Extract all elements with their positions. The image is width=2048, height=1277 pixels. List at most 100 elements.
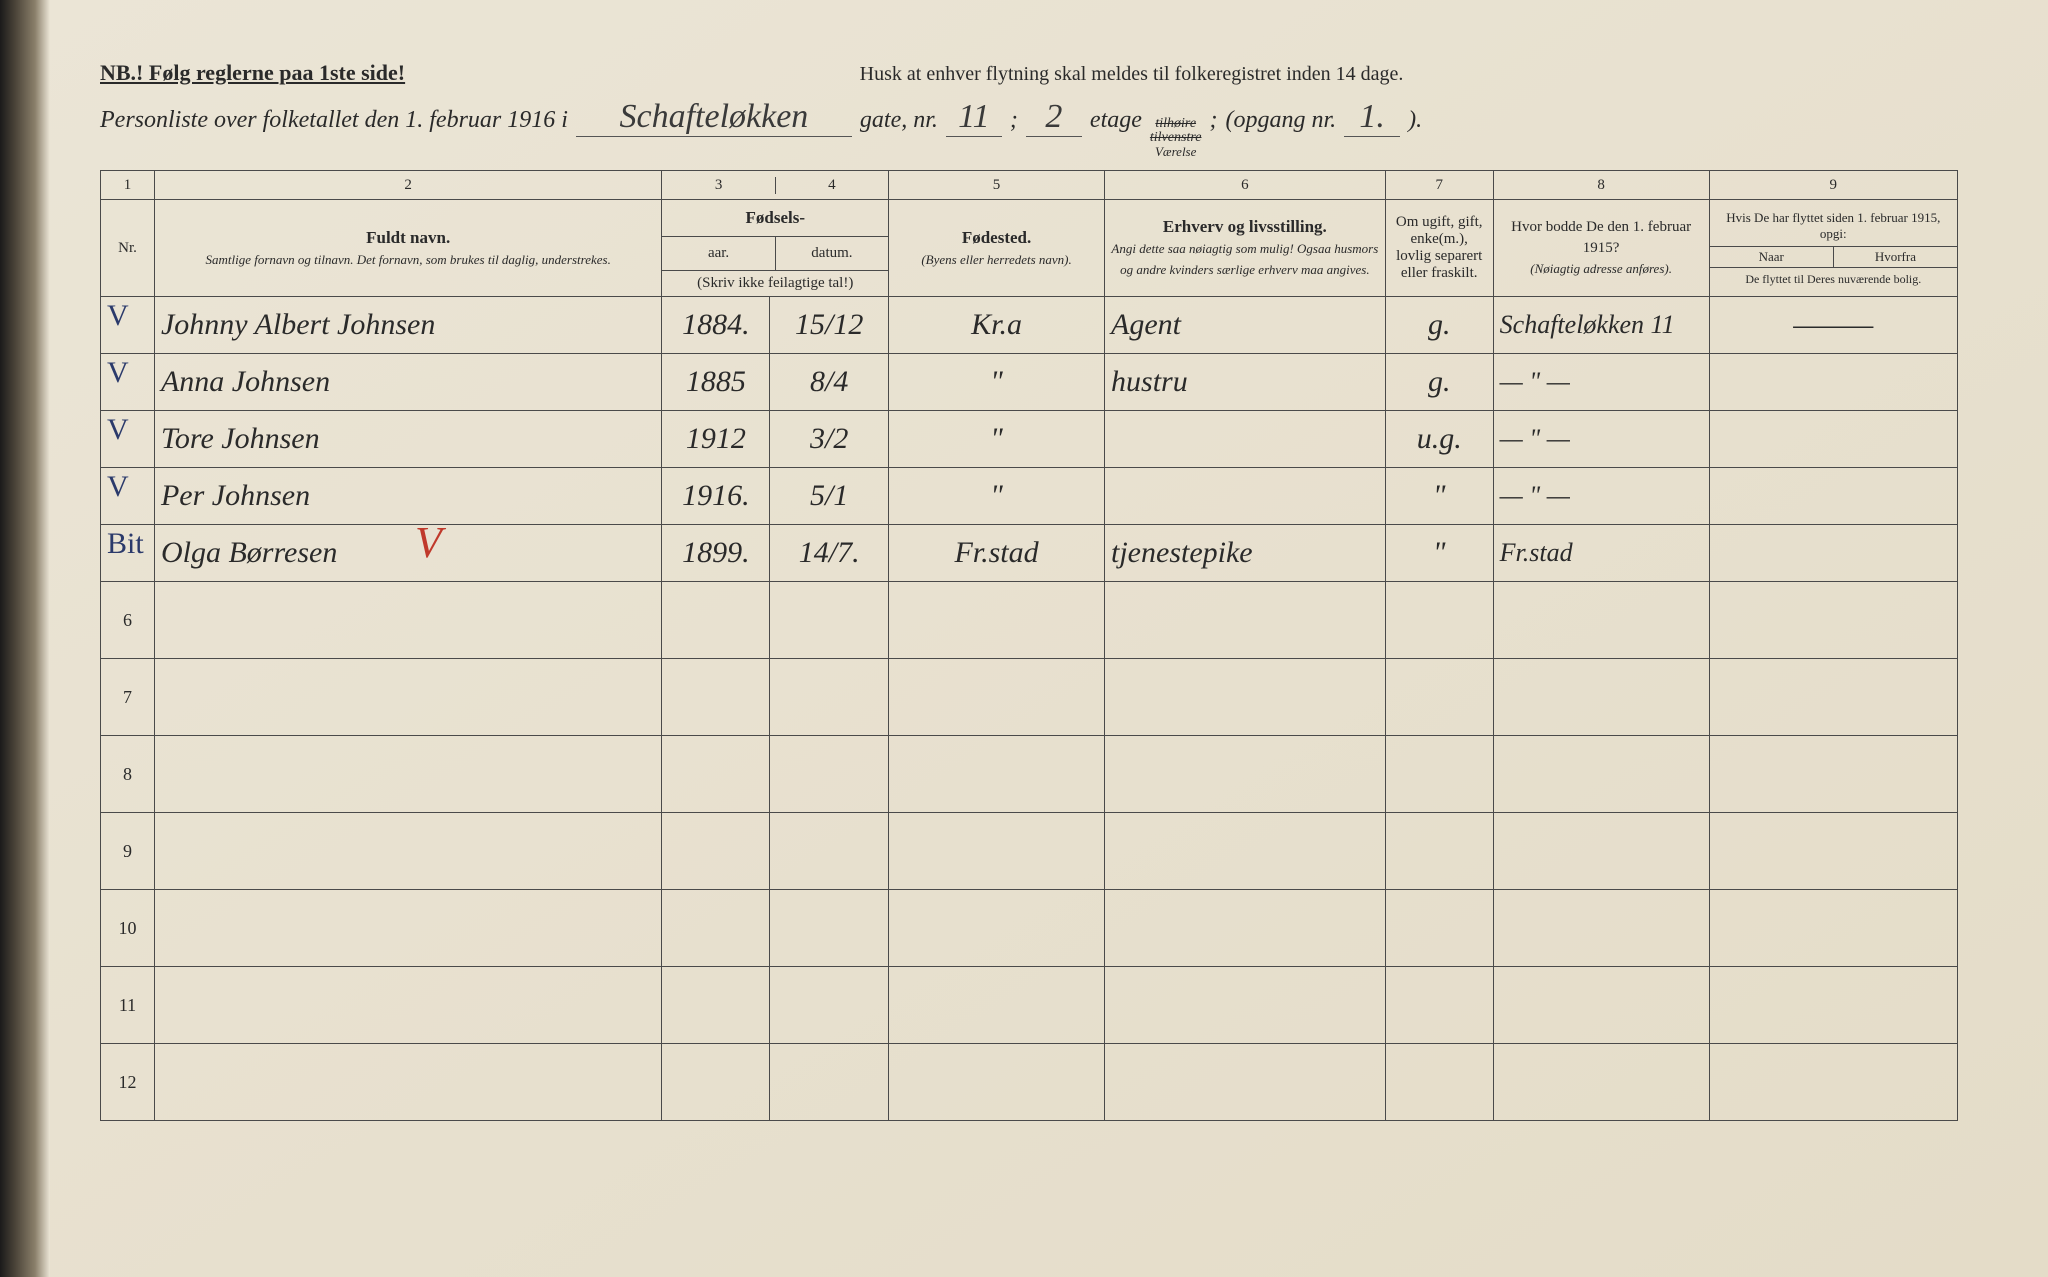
cell-date: 8/4 xyxy=(770,354,889,411)
header-year: aar. xyxy=(662,237,775,270)
colnum-1: 1 xyxy=(101,171,155,200)
row-number-cell: 9 xyxy=(101,813,155,890)
cell-name: Tore Johnsen xyxy=(154,411,661,468)
row-number-cell: 7 xyxy=(101,659,155,736)
cell-c9 xyxy=(1709,468,1957,525)
table-row-empty: 10 xyxy=(101,890,1958,967)
cell-status: " xyxy=(1385,468,1493,525)
empty-cell xyxy=(1493,659,1709,736)
cell-date: 5/1 xyxy=(770,468,889,525)
empty-cell xyxy=(154,736,661,813)
header-prev-title: Hvor bodde De den 1. februar 1915? xyxy=(1511,219,1691,256)
colnum-2: 2 xyxy=(154,171,661,200)
book-binding xyxy=(0,0,50,1277)
cell-year: 1899. xyxy=(662,525,770,582)
husk-reminder: Husk at enhver flytning skal meldes til … xyxy=(505,63,1758,86)
header-moved: Hvis De har flyttet siden 1. februar 191… xyxy=(1709,200,1957,297)
table-row-empty: 8 xyxy=(101,736,1958,813)
empty-cell xyxy=(1493,813,1709,890)
header-occupation-sub: Angi dette saa nøiagtig som mulig! Ogsaa… xyxy=(1111,241,1378,277)
cell-place: " xyxy=(889,411,1105,468)
empty-cell xyxy=(1105,813,1386,890)
table-row-empty: 11 xyxy=(101,967,1958,1044)
header-name-title: Fuldt navn. xyxy=(366,228,450,247)
header-moved-from: Hvorfra xyxy=(1834,247,1957,267)
cell-prev: Fr.stad xyxy=(1493,525,1709,582)
cell-prev: — " — xyxy=(1493,468,1709,525)
row-number-cell: V xyxy=(101,354,155,411)
title-prefix: Personliste over folketallet den 1. febr… xyxy=(100,107,568,134)
table-row-empty: 7 xyxy=(101,659,1958,736)
title-line: Personliste over folketallet den 1. febr… xyxy=(100,98,1958,166)
vaerelse-sub: Værelse xyxy=(1155,145,1196,158)
check-mark: V xyxy=(107,470,129,504)
header-prev-sub: (Nøiagtig adresse anføres). xyxy=(1530,261,1672,276)
table-row-empty: 6 xyxy=(101,582,1958,659)
row-number-cell: V xyxy=(101,411,155,468)
row-number-cell: V xyxy=(101,297,155,354)
empty-cell xyxy=(1493,1044,1709,1121)
row-number-cell: 8 xyxy=(101,736,155,813)
header-birthplace-title: Fødested. xyxy=(962,228,1031,247)
empty-cell xyxy=(1385,890,1493,967)
cell-name: Per Johnsen xyxy=(154,468,661,525)
empty-cell xyxy=(1385,1044,1493,1121)
census-table: 1 2 3 4 5 6 7 8 9 Nr. xyxy=(100,170,1958,1121)
empty-cell xyxy=(1493,967,1709,1044)
empty-cell xyxy=(770,890,889,967)
empty-cell xyxy=(1385,813,1493,890)
empty-cell xyxy=(662,1044,770,1121)
nb-warning: NB.! Følg reglerne paa 1ste side! xyxy=(100,60,405,86)
cell-occ: Agent xyxy=(1105,297,1386,354)
row-number-cell: V xyxy=(101,468,155,525)
empty-cell xyxy=(1709,813,1957,890)
empty-cell xyxy=(770,1044,889,1121)
etage-handwritten: 2 xyxy=(1026,98,1082,137)
table-row: VJohnny Albert Johnsen1884.15/12Kr.aAgen… xyxy=(101,297,1958,354)
header-birth-title: Fødsels- xyxy=(745,208,805,227)
cell-year: 1912 xyxy=(662,411,770,468)
empty-cell xyxy=(1709,582,1957,659)
empty-cell xyxy=(154,582,661,659)
check-mark: Bit xyxy=(107,527,144,561)
opgang-handwritten: 1. xyxy=(1344,98,1400,137)
empty-cell xyxy=(1105,890,1386,967)
cell-place: Kr.a xyxy=(889,297,1105,354)
row-number-cell: 11 xyxy=(101,967,155,1044)
strike-right: tilhøire xyxy=(1155,117,1196,131)
check-mark: V xyxy=(107,413,129,447)
colnum-6: 6 xyxy=(1105,171,1386,200)
empty-cell xyxy=(1493,582,1709,659)
empty-cell xyxy=(154,890,661,967)
strike-left: tilvenstre xyxy=(1150,131,1202,145)
empty-cell xyxy=(1105,659,1386,736)
table-header: 1 2 3 4 5 6 7 8 9 Nr. xyxy=(101,171,1958,297)
empty-cell xyxy=(662,890,770,967)
cell-year: 1916. xyxy=(662,468,770,525)
cell-date: 3/2 xyxy=(770,411,889,468)
header-moved-top: Hvis De har flyttet siden 1. februar 191… xyxy=(1710,206,1957,247)
header-marital: Om ugift, gift, enke(m.), lovlig separer… xyxy=(1385,200,1493,297)
header-occupation: Erhverv og livsstilling. Angi dette saa … xyxy=(1105,200,1386,297)
table-row-empty: 12 xyxy=(101,1044,1958,1121)
header-birthplace-sub: (Byens eller herredets navn). xyxy=(921,252,1071,267)
cell-occ xyxy=(1105,411,1386,468)
cell-c9 xyxy=(1709,354,1957,411)
empty-cell xyxy=(1105,582,1386,659)
header-birth-note: (Skriv ikke feilagtige tal!) xyxy=(662,271,889,297)
close-paren: ). xyxy=(1408,107,1422,134)
cell-c9 xyxy=(1709,525,1957,582)
header-moved-when: Naar xyxy=(1710,247,1834,267)
etage-label: etage xyxy=(1090,107,1142,134)
cell-place: " xyxy=(889,468,1105,525)
check-mark: V xyxy=(107,356,129,390)
empty-cell xyxy=(889,1044,1105,1121)
cell-prev: — " — xyxy=(1493,354,1709,411)
colnum-8: 8 xyxy=(1493,171,1709,200)
empty-cell xyxy=(770,813,889,890)
opgang-label: (opgang nr. xyxy=(1225,107,1336,134)
empty-cell xyxy=(1709,890,1957,967)
empty-cell xyxy=(154,967,661,1044)
cell-name: Johnny Albert Johnsen xyxy=(154,297,661,354)
table-row: BitOlga BørresenV1899.14/7.Fr.stadtjenes… xyxy=(101,525,1958,582)
